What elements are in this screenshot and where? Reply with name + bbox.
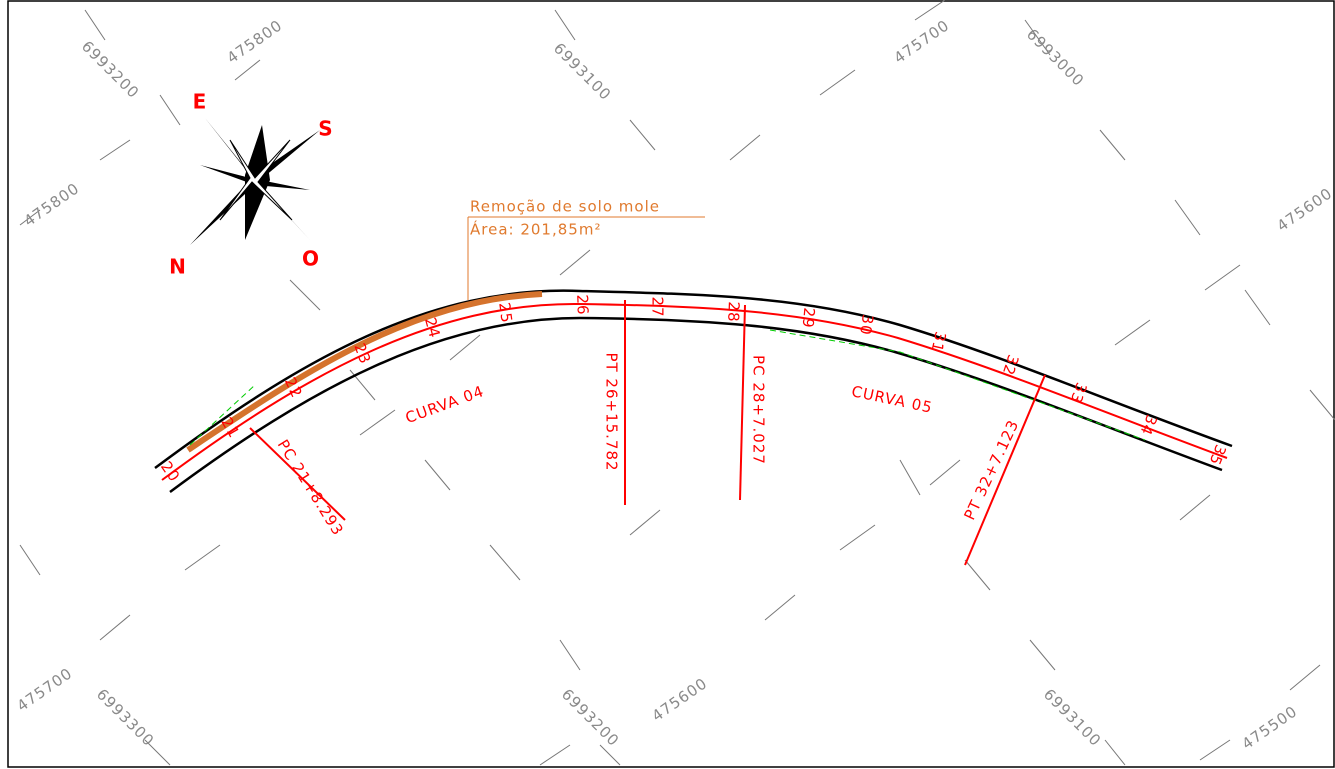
station-label: 24 (421, 315, 444, 340)
compass-west: O (302, 247, 320, 271)
station-label: 28 (724, 301, 743, 323)
annotation-area: Área: 201,85m² (470, 220, 601, 239)
frame (7, 0, 1335, 768)
compass (190, 118, 320, 245)
station-label: 29 (799, 307, 819, 330)
compass-east: E (193, 90, 208, 114)
station-label: 25 (495, 301, 516, 324)
compass-north: N (169, 255, 187, 279)
station-label: 30 (856, 313, 877, 336)
station-label: 31 (927, 330, 949, 355)
station-label: 32 (999, 352, 1023, 378)
compass-south: S (318, 117, 333, 141)
point-lines (249, 300, 1046, 566)
grid-ticks (19, 0, 1335, 766)
point-label: PC 28+7.027 (750, 355, 768, 465)
station-label: 26 (573, 294, 592, 316)
annotation-leader (467, 216, 705, 300)
station-label: 27 (649, 296, 667, 317)
point-label: PT 26+15.782 (603, 352, 621, 471)
annotation-title: Remoção de solo mole (470, 198, 660, 216)
